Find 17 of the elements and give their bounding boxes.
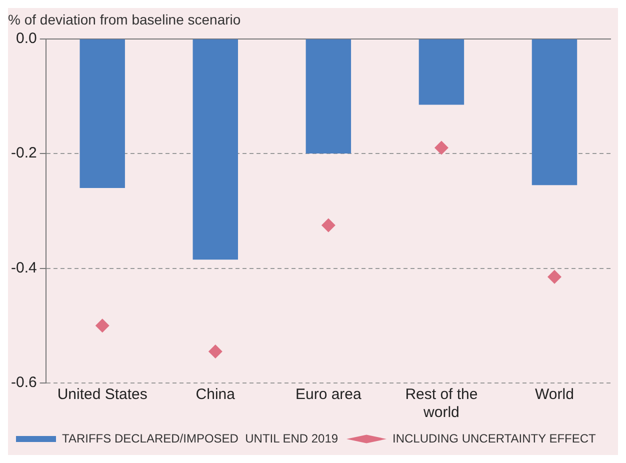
x-tick-label: Euro area — [295, 386, 362, 404]
y-tick-label: -0.6 — [10, 374, 37, 392]
point — [208, 344, 222, 358]
x-tick-label: World — [535, 386, 574, 404]
point — [321, 218, 336, 232]
x-tick-label: China — [196, 386, 236, 404]
y-tick-label: -0.4 — [10, 259, 37, 276]
point — [434, 140, 448, 155]
legend-label: TARIFFS DECLARED/IMPOSED UNTIL END 2019 — [62, 431, 338, 446]
x-tick-label: Rest of the world — [405, 386, 478, 422]
y-tick-label: -0.2 — [10, 144, 37, 162]
y-axis-title: % of deviation from baseline scenario — [8, 11, 241, 28]
y-tick-label: 0.0 — [16, 30, 37, 47]
x-tick-label: United States — [57, 386, 148, 404]
point — [95, 318, 110, 333]
point — [547, 270, 562, 284]
legend-label: INCLUDING UNCERTAINTY EFFECT — [392, 431, 597, 446]
